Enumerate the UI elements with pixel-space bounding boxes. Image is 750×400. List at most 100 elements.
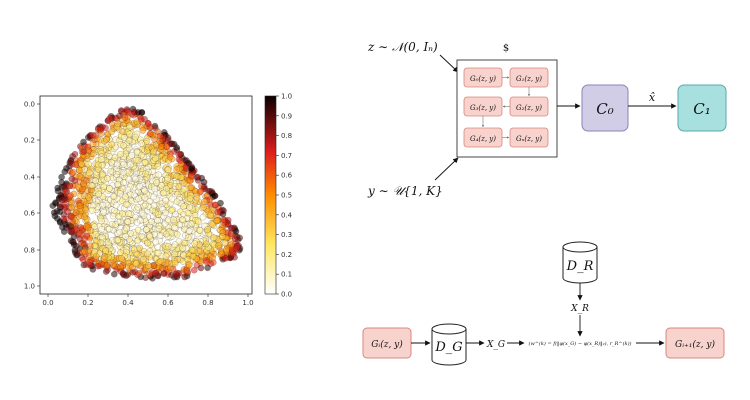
scatter-point xyxy=(82,206,90,214)
xhat-label: x̂ xyxy=(649,91,656,104)
x-axis-ticks: 0.0 0.2 0.4 0.6 0.8 1.0 xyxy=(42,294,254,307)
scatter-point xyxy=(186,227,193,235)
scatter-point xyxy=(132,156,140,164)
generator-box: Gₙ(z, y) xyxy=(509,127,549,148)
scatter-point xyxy=(89,131,97,139)
scatter-point xyxy=(204,226,211,233)
scatter-point xyxy=(108,128,115,136)
scatter-point xyxy=(158,181,165,189)
scatter-point xyxy=(116,228,124,236)
scatter-point xyxy=(199,213,207,221)
dr-label: D_R xyxy=(566,259,594,274)
c0-classifier-box: C₀ xyxy=(581,84,629,132)
c1-label: C₁ xyxy=(693,100,711,118)
scatter-point xyxy=(214,242,222,250)
scatter-point xyxy=(80,138,87,146)
scatter-point xyxy=(180,251,188,259)
scatter-point xyxy=(132,260,140,268)
scatter-point xyxy=(191,240,199,247)
scatter-point xyxy=(140,202,148,210)
scatter-point xyxy=(188,246,196,254)
scatter-point xyxy=(130,191,138,199)
colorbar-tick-label: 0.6 xyxy=(281,172,293,180)
scatter-point xyxy=(119,185,127,193)
scatter-point xyxy=(110,270,118,278)
scatter-point xyxy=(155,225,163,233)
scatter-point xyxy=(183,268,191,275)
scatter-point xyxy=(222,255,229,262)
c0-label: C₀ xyxy=(596,100,614,118)
scatter-point xyxy=(125,259,133,267)
generator-box: G₄(z, y) xyxy=(463,127,503,148)
scatter-point xyxy=(56,208,64,216)
scatter-point xyxy=(88,182,95,190)
colorbar-tick-label: 0.9 xyxy=(281,112,292,120)
scatter-point xyxy=(154,162,162,170)
scatter-point xyxy=(152,270,159,277)
scatter-point xyxy=(124,109,132,116)
scatter-point xyxy=(114,180,121,188)
scatter-point xyxy=(185,261,193,269)
x-tick-label: 1.0 xyxy=(242,299,253,307)
scatter-point xyxy=(101,253,109,261)
dg-database-icon: D_G xyxy=(431,323,467,366)
scatter-point xyxy=(154,217,161,224)
scatter-point xyxy=(227,230,235,238)
scatter-point xyxy=(224,216,232,224)
scatter-point xyxy=(195,218,202,226)
scatter-point xyxy=(56,219,64,226)
scatter-point xyxy=(78,161,85,168)
scatter-point xyxy=(135,270,143,277)
scatter-point xyxy=(126,123,134,131)
scatter-point xyxy=(102,268,110,275)
scatter-point xyxy=(58,196,66,204)
scatter-point xyxy=(63,188,71,195)
scatter-point xyxy=(98,233,106,241)
scatter-point xyxy=(72,209,80,216)
scatter-point xyxy=(125,175,133,183)
scatter-point xyxy=(63,164,70,172)
scatter-point xyxy=(154,249,162,257)
scatter-point xyxy=(232,244,240,252)
y-tick-label: 0.4 xyxy=(24,174,36,182)
scatter-point xyxy=(160,189,168,197)
scatter-point xyxy=(80,180,88,188)
scatter-point xyxy=(110,192,118,200)
scatter-point xyxy=(187,173,195,180)
scatter-point xyxy=(141,194,149,201)
scatter-point xyxy=(209,221,216,228)
scatter-point xyxy=(98,225,106,233)
scatter-point xyxy=(80,148,87,156)
scatter-point xyxy=(146,271,153,278)
scatter-point xyxy=(69,153,76,160)
generator-box: G₀(z, y) xyxy=(463,67,503,88)
scatter-point xyxy=(175,183,183,191)
generator-box: G₃(z, y) xyxy=(463,96,503,117)
generator-label: G₃(z, y) xyxy=(470,104,496,112)
scatter-point xyxy=(123,224,130,232)
scatter-point xyxy=(221,239,229,247)
scatter-point xyxy=(70,241,78,249)
scatter-point xyxy=(170,216,177,224)
scatter-point xyxy=(175,151,183,158)
scatter-point xyxy=(103,175,111,182)
scatter-point xyxy=(193,194,201,202)
scatter-point xyxy=(95,190,103,198)
scatter-point xyxy=(219,229,227,236)
scatter-point xyxy=(210,234,218,241)
scatter-point xyxy=(164,174,172,182)
scatter-point xyxy=(164,243,172,250)
scatter-point xyxy=(119,128,127,135)
scatter-point xyxy=(194,173,202,181)
scatter-point xyxy=(143,226,150,233)
scatter-point xyxy=(133,250,141,258)
plot-frame xyxy=(39,95,253,295)
y-input-label: y ∼ 𝒰{1, K} xyxy=(367,184,443,198)
scatter-point xyxy=(227,241,235,249)
scatter-point xyxy=(92,231,100,238)
scatter-point xyxy=(147,130,154,137)
scatter-point xyxy=(164,136,172,144)
scatter-point xyxy=(181,273,189,281)
scatter-point xyxy=(134,203,142,211)
